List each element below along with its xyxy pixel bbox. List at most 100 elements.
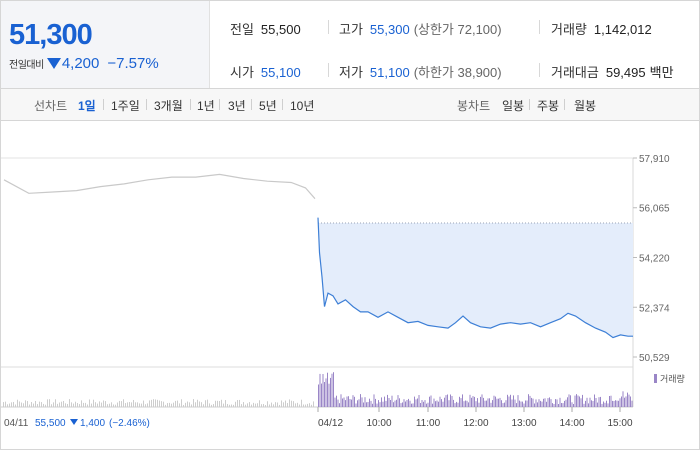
period-3year[interactable]: 3년 (228, 99, 246, 113)
volume-bar (622, 391, 624, 407)
prev-volume-bar (235, 401, 236, 407)
volume-bar (480, 396, 481, 407)
volume-bar (366, 402, 367, 407)
volume-bar (417, 398, 418, 407)
volume-bar (394, 400, 396, 407)
drop-area (318, 217, 633, 338)
volume-bar (600, 396, 601, 407)
prev-volume-bar (201, 402, 202, 407)
prev-close-label: 전일 (230, 22, 254, 37)
volume-bar (571, 402, 573, 407)
price-lines (3, 173, 633, 339)
volume-bar (318, 384, 319, 407)
period-1year[interactable]: 1년 (197, 99, 215, 113)
volume-bar (528, 394, 529, 407)
volume-bar (454, 403, 456, 407)
volume-bar (457, 402, 459, 407)
volume-bar (363, 402, 364, 407)
prev-volume-bar (217, 400, 218, 407)
prev-volume-bar (27, 401, 28, 407)
volume-bar (364, 397, 366, 407)
prev-volume-bar (203, 404, 204, 407)
volume-bar (372, 403, 373, 407)
volume-bar (420, 403, 421, 407)
volume-bar (414, 396, 415, 407)
prev-volume-bar (223, 403, 224, 407)
prev-volume-bar (139, 403, 140, 407)
volume-bar (577, 395, 579, 407)
volume-bar (405, 401, 406, 407)
prev-volume-bar (191, 404, 192, 407)
volume-bar (576, 394, 577, 407)
volume-bar (340, 394, 342, 407)
prev-volume-bar (59, 402, 60, 407)
prev-volume-bar (63, 400, 64, 407)
volume-bar (328, 383, 330, 407)
volume-bar (456, 401, 457, 407)
x-tick-label: 04/12 (318, 418, 343, 429)
prev-volume-bar (101, 402, 102, 407)
x-tick-label: 15:00 (607, 418, 632, 429)
y-tick-label: 52,374 (639, 303, 670, 314)
volume-bar (459, 396, 460, 407)
volume-bar (483, 397, 484, 407)
prev-volume-bar (149, 400, 150, 407)
volume-bar (546, 401, 547, 407)
prev-day-change: 1,400 (80, 418, 105, 429)
prev-volume-bar (153, 399, 154, 407)
prev-volume-bar (195, 402, 196, 407)
period-1day[interactable]: 1일 (78, 99, 96, 113)
volume-bar (531, 397, 532, 407)
x-tick-label: 12:00 (463, 418, 488, 429)
x-tick-label: 11:00 (416, 418, 441, 429)
volume-bar (628, 394, 630, 407)
prev-volume-bar (293, 401, 294, 407)
upper-limit: (상한가 72,100) (413, 22, 502, 37)
prev-volume-bar (307, 403, 308, 407)
period-3month[interactable]: 3개월 (154, 99, 183, 113)
prev-day-price-line (3, 173, 316, 200)
volume-bar (447, 394, 448, 407)
period-5year[interactable]: 5년 (259, 99, 277, 113)
divider (103, 99, 104, 110)
candle-weekly[interactable]: 주봉 (537, 99, 560, 113)
down-triangle-icon (70, 419, 78, 425)
prev-volume-bar (53, 402, 54, 407)
prev-volume-bar (29, 404, 30, 407)
volume-bar (552, 403, 553, 407)
candle-monthly[interactable]: 월봉 (574, 99, 597, 113)
volume-bar (466, 400, 468, 407)
candle-daily[interactable]: 일봉 (502, 99, 525, 113)
prev-volume-bar (287, 402, 288, 407)
volume-bar (471, 397, 472, 407)
volume-bar (343, 397, 345, 407)
prev-volume-bar (71, 402, 72, 407)
prev-volume-bar (215, 400, 216, 407)
prev-volume-bar (91, 403, 92, 407)
trade-value-unit: 백만 (649, 65, 674, 80)
volume-bar (520, 401, 522, 407)
prev-volume-bar (271, 402, 272, 407)
period-1week[interactable]: 1주일 (111, 99, 140, 113)
prev-volume-bar (173, 402, 174, 407)
volume-bar (453, 399, 454, 407)
volume-bar (507, 394, 508, 407)
prev-volume-bar (187, 401, 188, 407)
prev-volume-bar (119, 400, 120, 407)
volume-bar (501, 400, 502, 407)
low-cell: 저가 51,100 (하한가 38,900) (339, 62, 502, 81)
high-value: 55,300 (369, 22, 410, 37)
volume-bar (387, 394, 388, 407)
divider (251, 99, 252, 110)
volume-bar (330, 377, 331, 407)
volume-bar (496, 398, 498, 407)
volume-bar (526, 400, 528, 407)
prev-volume-bar (85, 402, 86, 407)
volume-bar (486, 400, 487, 407)
period-10year[interactable]: 10년 (290, 99, 315, 113)
volume-bar (444, 397, 445, 407)
prev-volume-bar (231, 404, 232, 407)
volume-bar (499, 397, 501, 407)
down-triangle-icon (46, 58, 61, 69)
x-axis-ticks: 04/12 10:00 11:00 12:00 13:00 14:00 15:00 (317, 407, 633, 429)
